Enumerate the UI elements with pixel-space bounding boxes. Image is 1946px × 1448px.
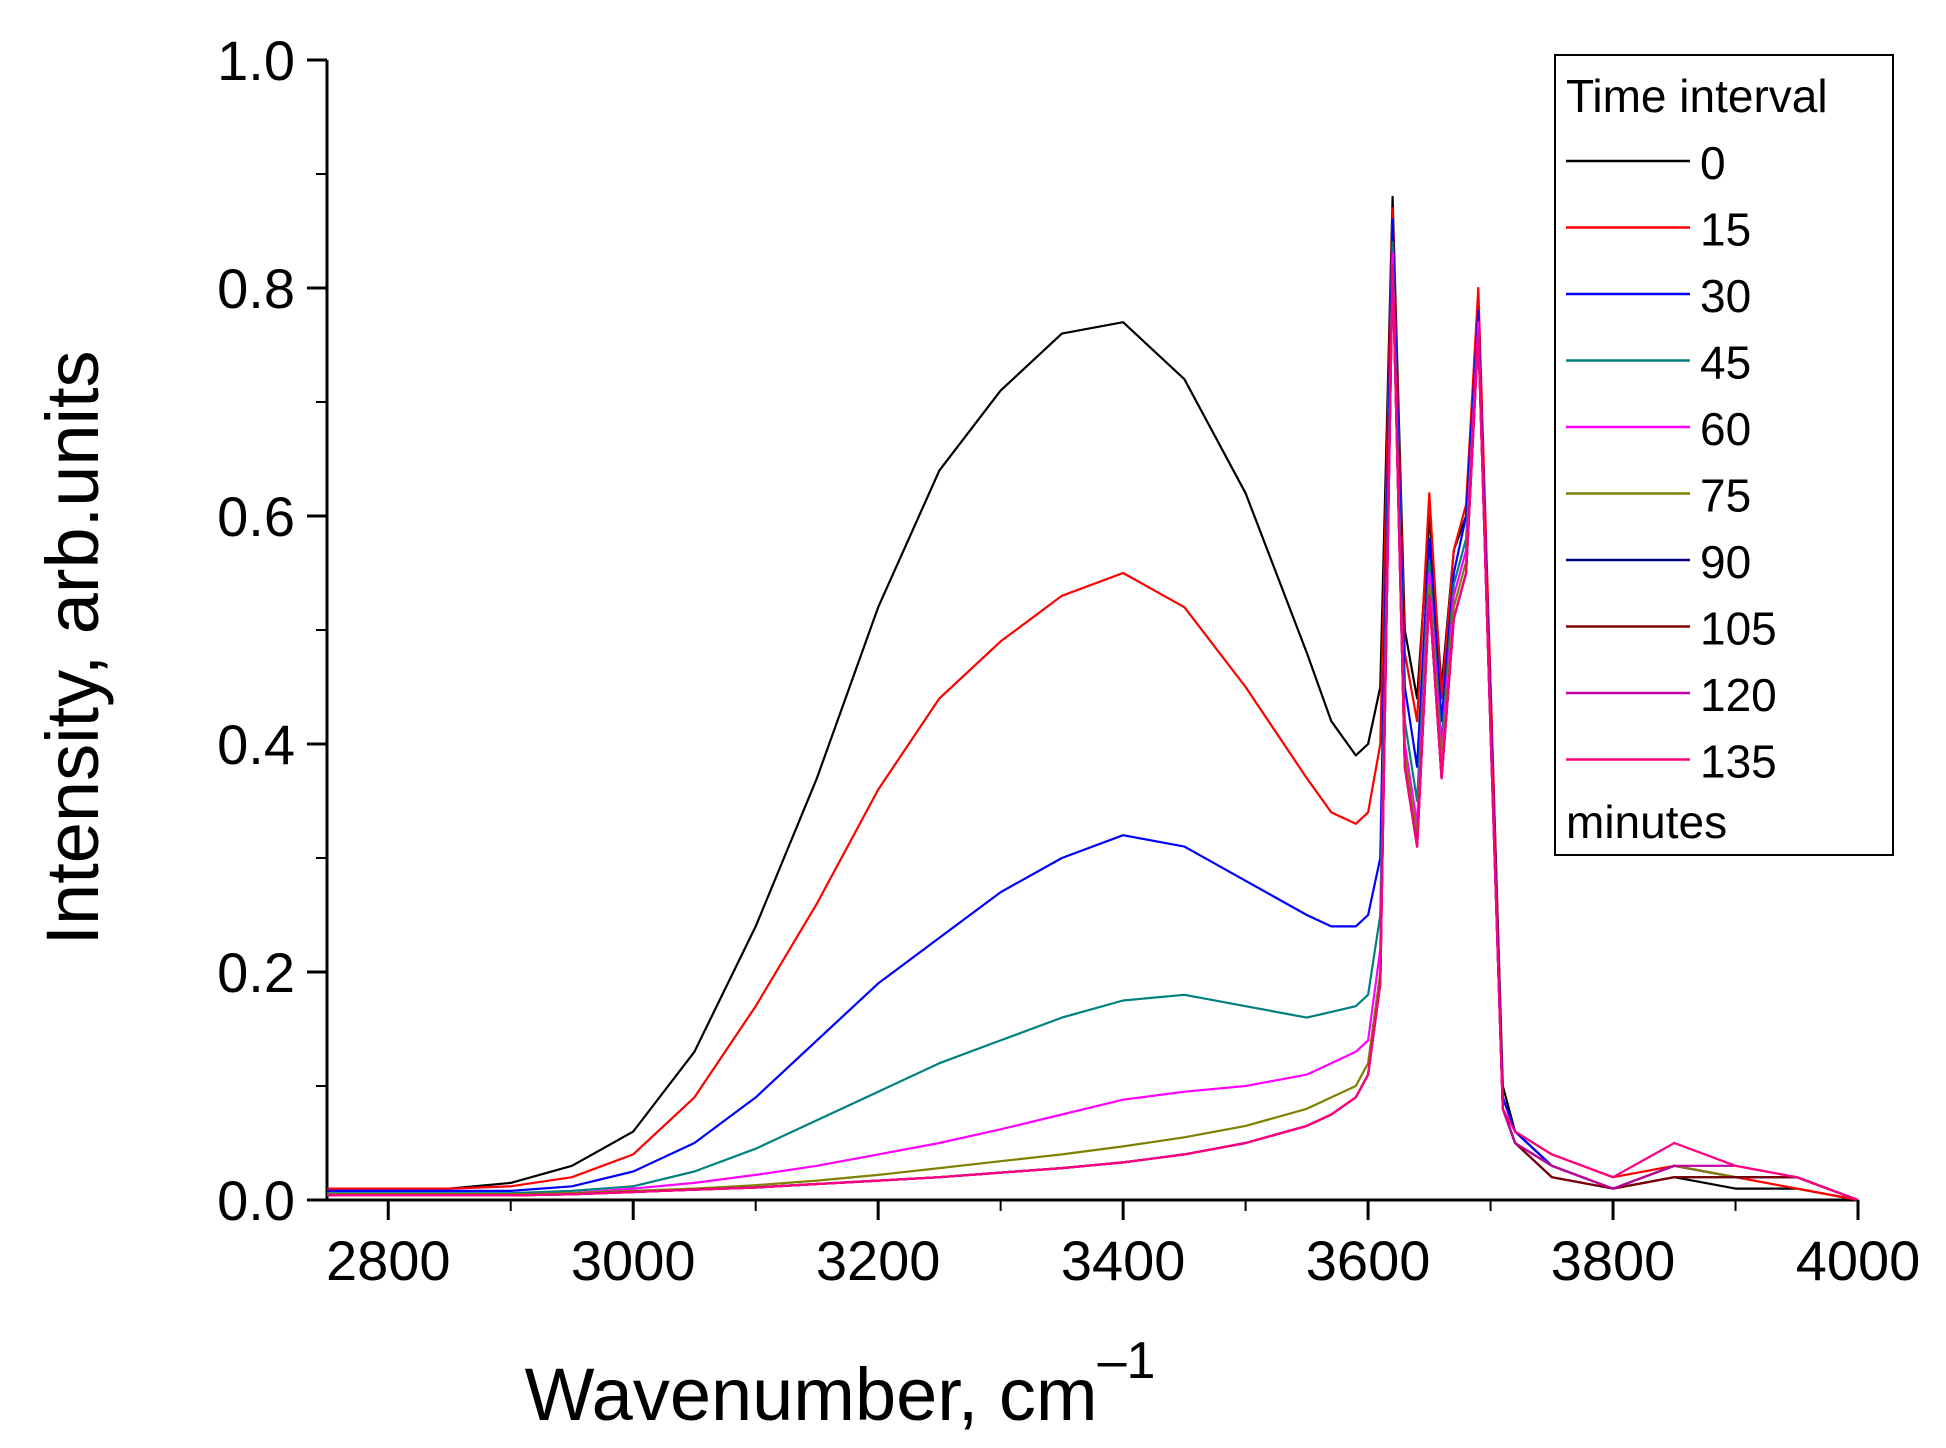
series-line-135 — [327, 264, 1859, 1202]
legend-label-120: 120 — [1700, 669, 1777, 721]
y-tick-label: 0.6 — [217, 485, 295, 548]
x-axis-title: Wavenumber, cm–1 — [525, 1332, 1156, 1436]
x-tick-label: 4000 — [1796, 1229, 1921, 1292]
y-axis-title: Intensity, arb.units — [31, 350, 114, 945]
y-tick-label: 0.0 — [217, 1169, 295, 1232]
legend-label-135: 135 — [1700, 736, 1777, 788]
legend-label-105: 105 — [1700, 603, 1777, 655]
x-tick-label: 3600 — [1306, 1229, 1431, 1292]
legend-title: Time interval — [1566, 70, 1828, 122]
legend-label-60: 60 — [1700, 403, 1751, 455]
legend: Time interval 0 15 30 45 60 75 90 105 120 135 min… — [1554, 54, 1894, 856]
x-tick-label: 3200 — [816, 1229, 941, 1292]
legend-label-45: 45 — [1700, 337, 1751, 389]
y-tick-label: 0.8 — [217, 257, 295, 320]
legend-items: 0 15 30 45 60 75 90 105 120 135 — [1566, 137, 1777, 788]
legend-label-90: 90 — [1700, 536, 1751, 588]
legend-footer: minutes — [1566, 796, 1727, 848]
y-tick-label: 0.2 — [217, 941, 295, 1004]
ticks: 2800 3000 3200 3400 3600 3800 4000 0.0 0.2 0.4 0.6… — [217, 29, 1920, 1292]
x-tick-label: 3000 — [571, 1229, 696, 1292]
y-tick-label: 0.4 — [217, 713, 295, 776]
legend-label-0: 0 — [1700, 137, 1726, 189]
legend-label-75: 75 — [1700, 470, 1751, 522]
x-tick-label: 2800 — [326, 1229, 451, 1292]
x-axis-title-superscript: –1 — [1098, 1332, 1156, 1390]
legend-label-15: 15 — [1700, 204, 1751, 256]
x-tick-label: 3400 — [1061, 1229, 1186, 1292]
y-tick-label: 1.0 — [217, 29, 295, 92]
legend-box — [1554, 54, 1894, 856]
series-group — [327, 195, 1859, 1202]
x-tick-label: 3800 — [1551, 1229, 1676, 1292]
legend-label-30: 30 — [1700, 270, 1751, 322]
x-axis-title-text: Wavenumber, cm — [525, 1353, 1098, 1436]
